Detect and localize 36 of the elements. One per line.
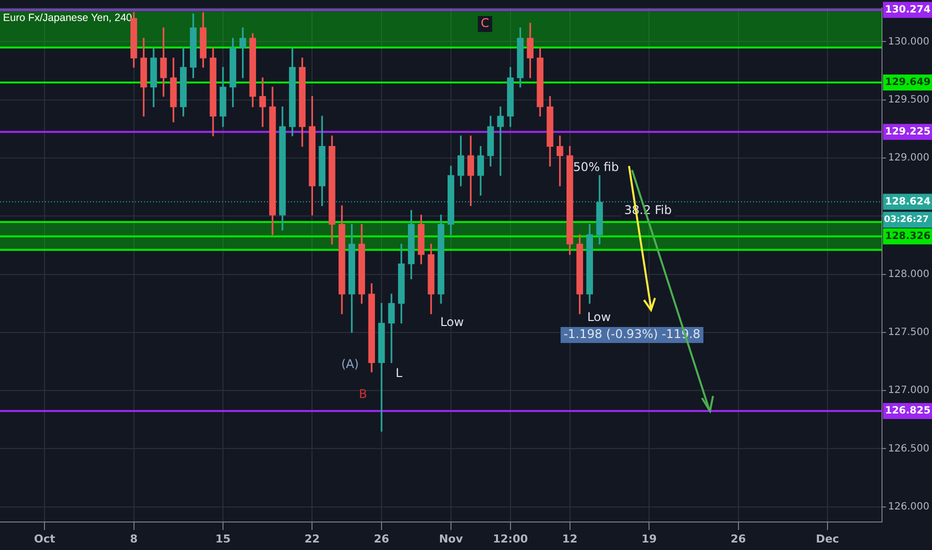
x-tick-label: Dec <box>816 532 840 546</box>
chart-title: Euro Fx/Japanese Yen, 240 <box>3 12 132 24</box>
ref-line-label: 130.274 <box>885 4 931 16</box>
ref-line-label: 129.225 <box>885 126 931 138</box>
annotation: L <box>396 366 403 380</box>
x-tick-label: 15 <box>215 532 231 546</box>
x-tick-label: 12:00 <box>492 532 528 546</box>
y-tick-label: 129.500 <box>888 94 930 106</box>
ref-line-label: 129.649 <box>885 77 931 88</box>
annotation: (A) <box>341 357 359 372</box>
y-tick-label: 129.000 <box>888 152 930 164</box>
x-tick-label: 19 <box>641 532 657 546</box>
text: 03:26:27 <box>884 215 929 226</box>
x-tick-label: 26 <box>730 532 746 546</box>
y-tick-label: 127.000 <box>888 385 930 396</box>
x-tick-label: 26 <box>374 532 390 546</box>
ref-line-label: 128.624 <box>885 196 931 208</box>
y-tick-label: 130.000 <box>888 36 930 48</box>
ref-line-label: 126.825 <box>885 406 931 417</box>
annotation: C <box>480 16 490 30</box>
annotation: 50% fib <box>573 160 619 174</box>
x-tick-label: 22 <box>304 532 320 546</box>
annotation: Low <box>440 315 464 330</box>
x-tick-label: Nov <box>438 532 464 546</box>
y-tick-label: 127.500 <box>888 327 930 338</box>
annotation: B <box>358 387 368 402</box>
x-tick-label: Oct <box>34 532 56 546</box>
ref-line-label: 128.326 <box>885 230 931 242</box>
y-tick-label: 128.000 <box>888 268 930 280</box>
y-tick-label: 126.000 <box>888 501 930 512</box>
annotation: Low <box>587 310 611 324</box>
candlestick <box>497 106 504 176</box>
candlestick <box>556 136 564 186</box>
x-tick-label: 8 <box>130 532 138 546</box>
y-tick-label: 126.500 <box>888 443 930 454</box>
x-tick-label: 12 <box>562 532 578 546</box>
